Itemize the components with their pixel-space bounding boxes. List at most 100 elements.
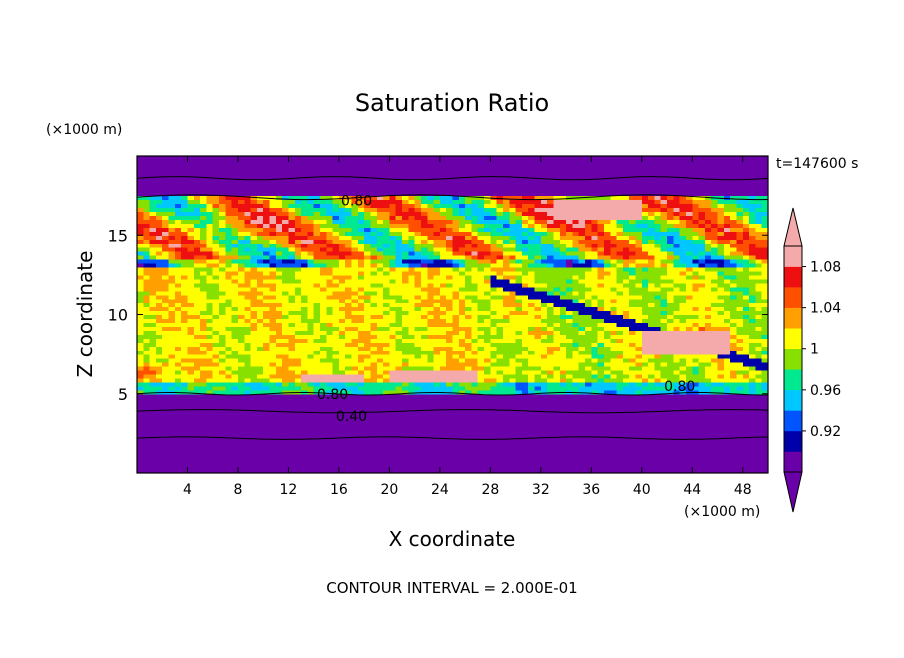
field-cell bbox=[212, 310, 220, 316]
field-cell bbox=[155, 334, 163, 339]
field-cell bbox=[244, 274, 252, 280]
field-cell bbox=[200, 358, 208, 363]
field-cell bbox=[269, 346, 277, 351]
field-cell bbox=[288, 239, 296, 244]
field-cell bbox=[275, 389, 283, 395]
field-cell bbox=[509, 251, 517, 256]
field-cell bbox=[294, 286, 302, 292]
field-cell bbox=[471, 314, 479, 320]
field-cell bbox=[477, 385, 485, 391]
field-cell bbox=[250, 433, 258, 438]
field-cell bbox=[288, 433, 296, 438]
field-cell bbox=[484, 318, 491, 324]
field-cell bbox=[477, 219, 485, 224]
field-cell bbox=[471, 318, 479, 324]
field-cell bbox=[282, 179, 290, 185]
field-cell bbox=[143, 362, 151, 367]
field-cell bbox=[414, 381, 422, 387]
field-cell bbox=[313, 381, 321, 387]
field-cell bbox=[193, 191, 201, 197]
field-cell bbox=[351, 401, 359, 407]
field-cell bbox=[465, 421, 473, 427]
field-cell bbox=[200, 461, 208, 466]
field-cell bbox=[357, 318, 365, 324]
field-cell bbox=[206, 239, 214, 244]
field-cell bbox=[326, 350, 334, 355]
field-cell bbox=[181, 294, 189, 300]
field-cell bbox=[137, 219, 144, 224]
field-cell bbox=[490, 179, 498, 185]
field-cell bbox=[402, 231, 409, 236]
field-cell bbox=[351, 156, 359, 161]
field-cell bbox=[427, 342, 435, 347]
field-cell bbox=[465, 429, 473, 434]
field-cell bbox=[414, 366, 422, 371]
field-cell bbox=[231, 290, 239, 296]
field-cell bbox=[269, 247, 277, 252]
field-cell bbox=[427, 306, 435, 312]
field-cell bbox=[301, 350, 308, 355]
field-cell bbox=[439, 433, 447, 438]
field-cell bbox=[162, 469, 170, 473]
field-cell bbox=[439, 401, 447, 407]
field-cell bbox=[484, 373, 491, 379]
field-cell bbox=[212, 195, 220, 201]
field-cell bbox=[477, 425, 485, 431]
field-cell bbox=[496, 469, 504, 473]
field-cell bbox=[452, 461, 460, 466]
field-cell bbox=[181, 278, 189, 284]
field-cell bbox=[383, 465, 390, 470]
field-cell bbox=[162, 270, 170, 276]
field-cell bbox=[395, 219, 403, 224]
field-cell bbox=[225, 179, 233, 185]
field-cell bbox=[427, 159, 435, 165]
field-cell bbox=[338, 330, 346, 335]
field-cell bbox=[471, 302, 479, 308]
field-cell bbox=[319, 266, 327, 272]
field-cell bbox=[225, 171, 233, 177]
field-cell bbox=[225, 159, 233, 165]
field-cell bbox=[200, 227, 208, 232]
field-cell bbox=[326, 397, 334, 403]
field-cell bbox=[187, 278, 195, 284]
field-cell bbox=[143, 183, 151, 189]
field-cell bbox=[383, 425, 390, 431]
field-cell bbox=[433, 461, 441, 466]
field-cell bbox=[376, 322, 384, 327]
field-cell bbox=[200, 449, 208, 454]
field-cell bbox=[294, 187, 302, 193]
field-cell bbox=[389, 401, 397, 407]
field-cell bbox=[155, 235, 163, 240]
field-cell bbox=[408, 215, 416, 220]
field-cell bbox=[288, 306, 296, 312]
field-cell bbox=[376, 421, 384, 427]
field-cell bbox=[414, 318, 422, 324]
field-cell bbox=[458, 203, 466, 209]
field-cell bbox=[225, 350, 233, 355]
field-cell bbox=[219, 389, 226, 395]
field-cell bbox=[326, 191, 334, 197]
field-cell bbox=[446, 259, 454, 264]
field-cell bbox=[187, 156, 195, 161]
field-cell bbox=[187, 223, 195, 228]
field-cell bbox=[187, 255, 195, 260]
field-cell bbox=[351, 381, 359, 387]
field-cell bbox=[168, 421, 176, 427]
field-cell bbox=[137, 381, 144, 387]
field-cell bbox=[383, 385, 390, 391]
field-cell bbox=[477, 409, 485, 415]
field-cell bbox=[137, 346, 144, 351]
field-cell bbox=[433, 247, 441, 252]
field-cell bbox=[395, 413, 403, 419]
field-cell bbox=[427, 377, 435, 383]
field-cell bbox=[155, 409, 163, 415]
field-cell bbox=[250, 235, 258, 240]
field-cell bbox=[143, 278, 151, 284]
field-cell bbox=[294, 417, 302, 423]
field-cell bbox=[357, 350, 365, 355]
field-cell bbox=[490, 223, 498, 228]
field-cell bbox=[237, 453, 245, 458]
field-cell bbox=[237, 247, 245, 252]
field-cell bbox=[200, 429, 208, 434]
field-cell bbox=[509, 385, 517, 391]
